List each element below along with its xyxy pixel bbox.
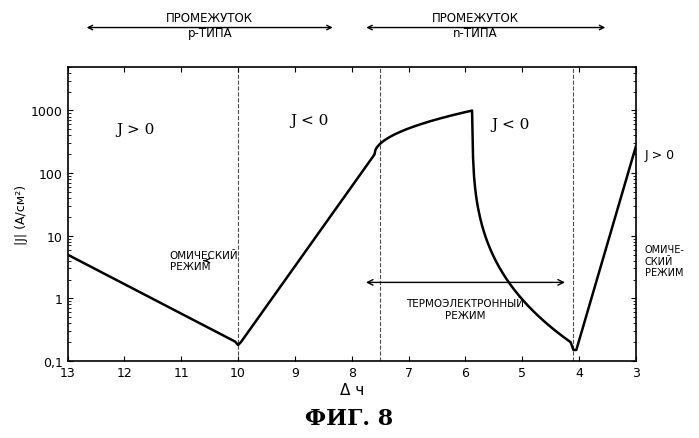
Text: J > 0: J > 0 <box>117 123 155 137</box>
Y-axis label: |J| (A/см²): |J| (A/см²) <box>15 184 28 244</box>
Text: ОМИЧЕ-
СКИЙ
РЕЖИМ: ОМИЧЕ- СКИЙ РЕЖИМ <box>644 244 684 278</box>
Text: ФИГ. 8: ФИГ. 8 <box>305 407 394 429</box>
Text: ОМИЧЕСКИЙ
РЕЖИМ: ОМИЧЕСКИЙ РЕЖИМ <box>170 250 238 272</box>
Text: J > 0: J > 0 <box>644 148 675 161</box>
Text: J < 0: J < 0 <box>290 114 329 128</box>
Text: ТЕРМОЭЛЕКТРОННЫЙ
РЕЖИМ: ТЕРМОЭЛЕКТРОННЫЙ РЕЖИМ <box>406 299 524 320</box>
X-axis label: Δ ч: Δ ч <box>340 382 364 397</box>
Text: J < 0: J < 0 <box>491 118 530 132</box>
Text: ПРОМЕЖУТОК
n-ТИПА: ПРОМЕЖУТОК n-ТИПА <box>432 11 519 39</box>
Text: ПРОМЕЖУТОК
р-ТИПА: ПРОМЕЖУТОК р-ТИПА <box>166 11 253 39</box>
